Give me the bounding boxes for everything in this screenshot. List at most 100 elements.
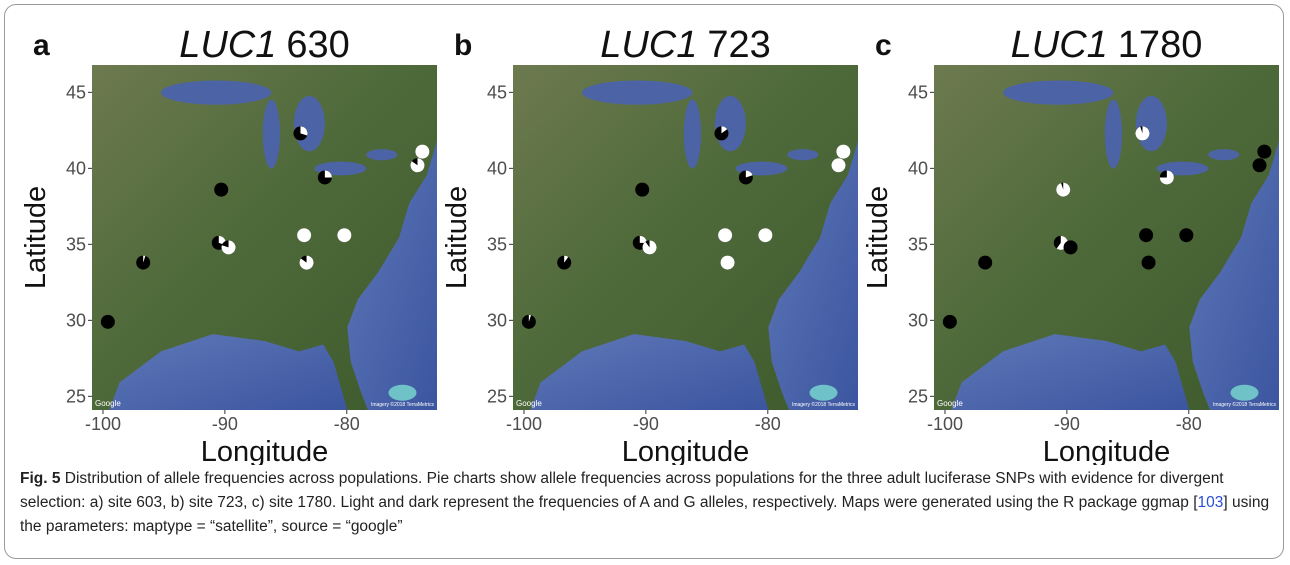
pie-light xyxy=(718,228,732,242)
lake xyxy=(294,96,325,151)
y-tick-label: 45 xyxy=(66,82,86,102)
lake xyxy=(1105,100,1122,169)
y-tick-label: 25 xyxy=(487,386,507,406)
pie xyxy=(943,315,957,329)
reference-link[interactable]: 103 xyxy=(1198,494,1224,511)
pie xyxy=(714,126,728,140)
y-tick-label: 25 xyxy=(66,386,86,406)
pie xyxy=(297,228,311,242)
attribution: Imagery ©2018 TerraMetrics xyxy=(792,401,856,408)
x-axis-label: Longitude xyxy=(1043,436,1170,465)
y-tick-label: 35 xyxy=(487,234,507,254)
pie-dark xyxy=(1064,240,1078,254)
pie-dark xyxy=(943,315,957,329)
pie-dark xyxy=(1142,256,1156,270)
bahamas-shallows xyxy=(810,385,838,401)
lake xyxy=(263,100,280,169)
attribution: Imagery ©2018 TerraMetrics xyxy=(371,401,435,408)
pie xyxy=(978,256,992,270)
pie xyxy=(836,145,850,159)
pie xyxy=(758,228,772,242)
pie-light xyxy=(643,240,657,254)
pie-dark xyxy=(978,256,992,270)
pie xyxy=(1056,183,1070,197)
y-axis-label: Latitude xyxy=(20,186,52,289)
pie xyxy=(739,170,753,184)
pie xyxy=(721,256,735,270)
lake xyxy=(366,149,397,160)
pie-dark xyxy=(214,183,228,197)
lake xyxy=(715,96,746,151)
panel-letter: b xyxy=(454,29,472,62)
pie xyxy=(136,256,150,270)
map: GoogleImagery ©2018 TerraMetrics xyxy=(92,65,437,410)
pie xyxy=(410,158,424,172)
pie xyxy=(214,183,228,197)
x-tick-label: -100 xyxy=(85,414,121,434)
caption-label: Fig. 5 xyxy=(20,470,60,487)
pie-dark xyxy=(635,183,649,197)
pie-dark xyxy=(1252,158,1266,172)
pie xyxy=(318,170,332,184)
pie-light xyxy=(337,228,351,242)
pie xyxy=(337,228,351,242)
y-tick-label: 35 xyxy=(908,234,928,254)
panel-letter: a xyxy=(33,29,50,62)
pie xyxy=(1160,170,1174,184)
y-tick-label: 30 xyxy=(66,310,86,330)
pie-light xyxy=(415,145,429,159)
y-tick-label: 35 xyxy=(66,234,86,254)
lake xyxy=(684,100,701,169)
x-tick-label: -90 xyxy=(1054,414,1080,434)
y-tick-label: 30 xyxy=(487,310,507,330)
pie xyxy=(635,183,649,197)
pie-light xyxy=(297,228,311,242)
pie-light xyxy=(721,256,735,270)
pie xyxy=(293,126,307,140)
attribution: Google xyxy=(937,399,963,408)
lake xyxy=(1208,149,1239,160)
pie-dark xyxy=(1179,228,1193,242)
y-tick-label: 40 xyxy=(487,158,507,178)
pie-light xyxy=(831,158,845,172)
pie xyxy=(1064,240,1078,254)
pie xyxy=(1257,145,1271,159)
y-tick-label: 45 xyxy=(487,82,507,102)
pie xyxy=(718,228,732,242)
lake xyxy=(787,149,818,160)
x-tick-label: -90 xyxy=(212,414,238,434)
pie xyxy=(831,158,845,172)
y-tick-label: 40 xyxy=(66,158,86,178)
lake xyxy=(161,81,271,105)
x-tick-label: -100 xyxy=(927,414,963,434)
pie xyxy=(300,256,314,270)
title-site: 630 xyxy=(286,24,349,66)
lake xyxy=(582,81,692,105)
attribution: Imagery ©2018 TerraMetrics xyxy=(1213,401,1277,408)
y-tick-label: 25 xyxy=(908,386,928,406)
map: Google Imagery ©2018 TerraMetrics xyxy=(934,65,1279,410)
pie xyxy=(222,240,236,254)
title-gene: LUC1 xyxy=(1011,24,1108,66)
y-axis-label: Latitude xyxy=(441,186,473,289)
pie xyxy=(557,256,571,270)
lake xyxy=(1136,96,1167,151)
x-tick-label: -80 xyxy=(755,414,781,434)
x-axis-label: Longitude xyxy=(201,436,328,465)
pie-dark xyxy=(1257,145,1271,159)
x-tick-label: -100 xyxy=(506,414,542,434)
pie xyxy=(1252,158,1266,172)
pie xyxy=(1135,126,1149,140)
x-tick-label: -80 xyxy=(1176,414,1202,434)
page: aLUC1630GoogleImagery ©2018 TerraMetrics… xyxy=(0,0,1290,565)
x-axis-label: Longitude xyxy=(622,436,749,465)
bahamas-shallows xyxy=(389,385,417,401)
panel-letter: c xyxy=(875,29,892,62)
pie-dark xyxy=(101,315,115,329)
